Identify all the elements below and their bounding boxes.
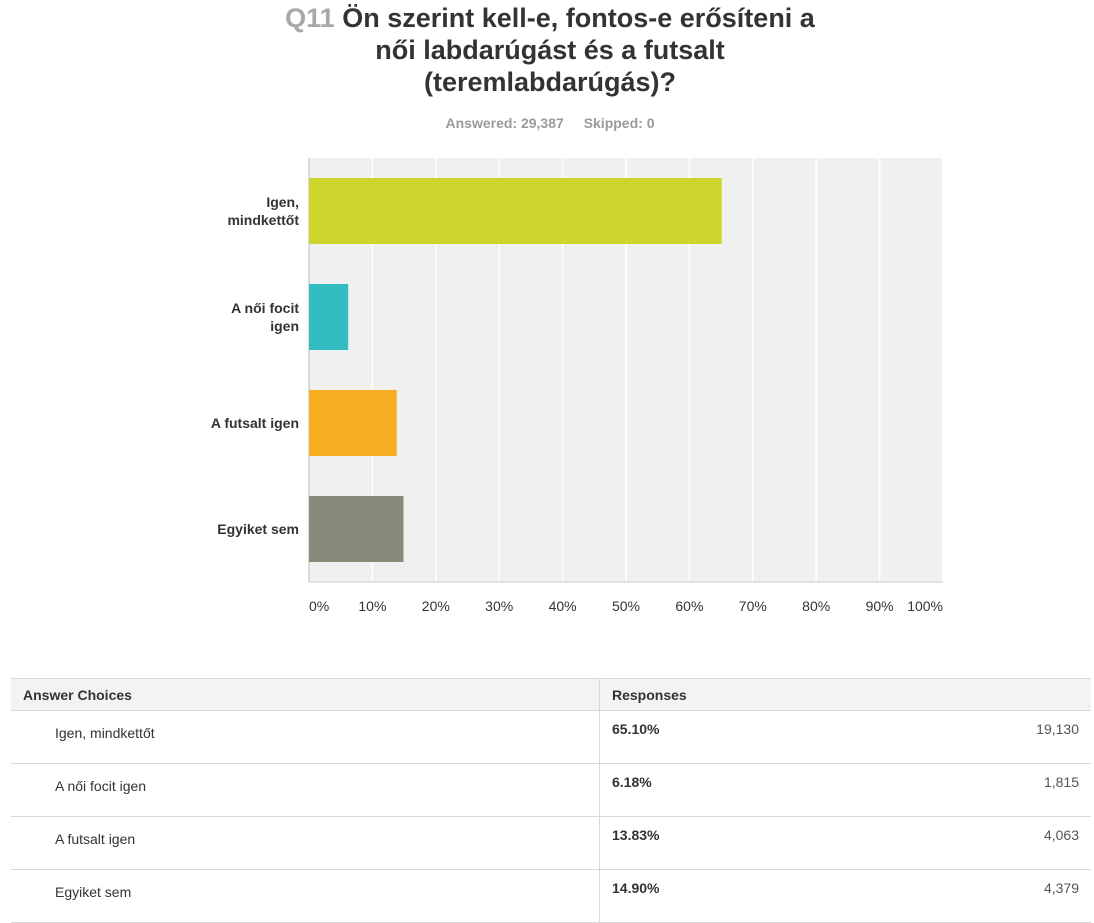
question-number: Q11 — [285, 3, 335, 33]
row-count: 4,063 — [856, 816, 1091, 870]
category-label: A futsalt igen — [211, 415, 299, 431]
category-label-line: A női focit — [231, 300, 299, 316]
table-header-row: Answer Choices Responses — [11, 678, 1091, 711]
row-percent: 6.18% — [599, 763, 857, 817]
header-answer-choices: Answer Choices — [11, 678, 600, 711]
row-percent: 13.83% — [599, 816, 857, 870]
row-percent: 14.90% — [599, 869, 857, 923]
row-choice: A női focit igen — [11, 763, 600, 817]
title-text-1: Ön szerint kell-e, fontos-e erősíteni a — [342, 3, 815, 33]
category-label: A női focit igen — [231, 300, 299, 334]
x-tick-label: 30% — [485, 598, 513, 614]
title-text-3: (teremlabdarúgás)? — [423, 67, 677, 97]
answered-count: Answered: 29,387 — [445, 115, 564, 131]
table-row: A női focit igen 6.18% 1,815 — [11, 763, 1091, 817]
x-tick-label: 60% — [675, 598, 703, 614]
table-row: Egyiket sem 14.90% 4,379 — [11, 869, 1091, 923]
category-label: Igen, mindkettőt — [227, 194, 299, 228]
bar — [309, 390, 397, 456]
question-title: Q11 Ön szerint kell-e, fontos-e erősíten… — [0, 2, 1094, 98]
x-tick-label: 100% — [907, 598, 943, 614]
title-text-2: női labdarúgást és a futsalt — [375, 35, 725, 65]
row-choice: Igen, mindkettőt — [11, 710, 600, 764]
x-tick-label: 70% — [739, 598, 767, 614]
row-choice: A futsalt igen — [11, 816, 600, 870]
x-tick-label: 40% — [549, 598, 577, 614]
category-label-line: mindkettőt — [227, 212, 299, 228]
category-label-line: Egyiket sem — [217, 521, 299, 537]
x-tick-label: 80% — [802, 598, 830, 614]
bar — [309, 284, 349, 350]
row-count: 1,815 — [856, 763, 1091, 817]
title-line-1: Q11 Ön szerint kell-e, fontos-e erősíten… — [0, 2, 1094, 34]
category-label-line: igen — [270, 318, 299, 334]
responses-table: Answer Choices Responses Igen, mindkettő… — [11, 678, 1091, 923]
bar-chart: 0% 10% 20% 30% 40% 50% 60% 70% 80% 90% 100% Igen, mi… — [211, 158, 944, 614]
row-count: 19,130 — [856, 710, 1091, 764]
x-tick-label: 50% — [612, 598, 640, 614]
x-tick-label: 10% — [358, 598, 386, 614]
response-summary: Answered: 29,387 Skipped: 0 — [0, 115, 1094, 131]
table-row: Igen, mindkettőt 65.10% 19,130 — [11, 710, 1091, 764]
table-row: A futsalt igen 13.83% 4,063 — [11, 816, 1091, 870]
x-tick-label: 90% — [866, 598, 894, 614]
row-count: 4,379 — [856, 869, 1091, 923]
category-label-line: Igen, — [266, 194, 299, 210]
x-tick-label: 20% — [422, 598, 450, 614]
x-tick-label: 0% — [309, 598, 329, 614]
category-label: Egyiket sem — [217, 521, 299, 537]
bar — [309, 178, 722, 244]
header-responses: Responses — [599, 678, 1091, 711]
skipped-count: Skipped: 0 — [583, 115, 655, 131]
bar — [309, 496, 404, 562]
row-choice: Egyiket sem — [11, 869, 600, 923]
row-percent: 65.10% — [599, 710, 857, 764]
category-label-line: A futsalt igen — [211, 415, 299, 431]
